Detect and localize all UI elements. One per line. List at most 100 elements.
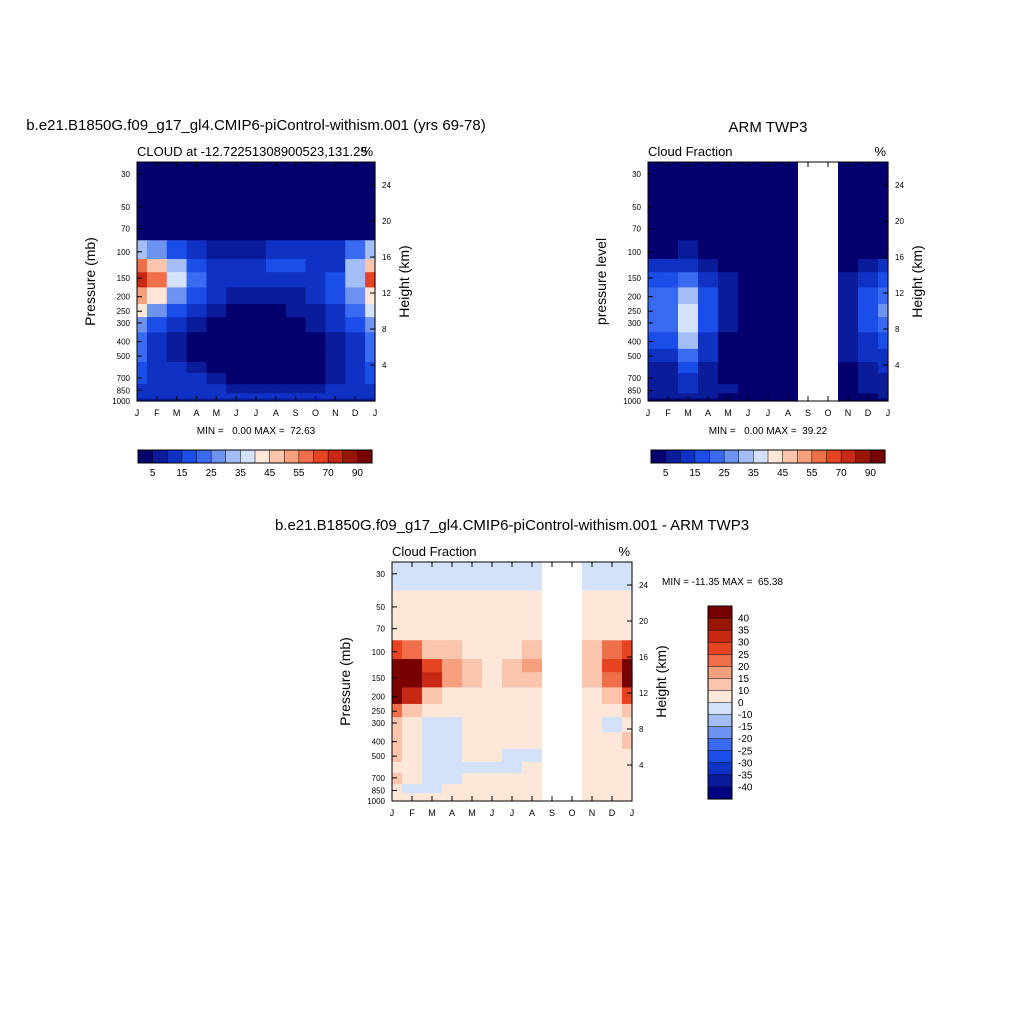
- heatmap-cell: [858, 372, 879, 385]
- heatmap-cell: [502, 590, 523, 619]
- heatmap-cell: [226, 348, 247, 363]
- heatmap-cell: [878, 348, 889, 363]
- y-tick-label: 500: [372, 752, 386, 761]
- y-tick-label: 400: [372, 738, 386, 747]
- heatmap-cell: [402, 748, 423, 763]
- heatmap-cell: [522, 784, 543, 794]
- heatmap-cell: [166, 372, 188, 385]
- x-tick-label: J: [373, 408, 378, 418]
- heatmap-cell: [858, 217, 879, 241]
- heatmap-cell: [878, 384, 889, 394]
- heatmap-cell: [838, 317, 859, 333]
- heatmap-cell: [838, 167, 859, 191]
- colorbar-swatch: [826, 449, 842, 464]
- heatmap-cell: [582, 640, 603, 660]
- heatmap-cell: [698, 372, 719, 385]
- heatmap-cell: [648, 362, 659, 374]
- heatmap-cell: [345, 372, 366, 385]
- colorbar-label: 30: [738, 638, 750, 649]
- heatmap-cell: [442, 640, 463, 660]
- heatmap-cell: [246, 240, 267, 260]
- heatmap-cell: [482, 567, 503, 591]
- heatmap-cell: [365, 332, 376, 350]
- heatmap-cell: [462, 762, 483, 774]
- heatmap-cell: [365, 272, 376, 289]
- colorbar-label: 25: [738, 650, 750, 661]
- heatmap-cell: [838, 348, 859, 363]
- heatmap-cell: [206, 362, 227, 374]
- heatmap-cell: [698, 303, 719, 318]
- heatmap-cell: [206, 167, 227, 191]
- y-tick-label: 700: [628, 374, 642, 383]
- heatmap-cell: [718, 190, 739, 219]
- y-tick-label: 100: [117, 248, 131, 257]
- heatmap-cell: [246, 303, 267, 318]
- heatmap-cell: [878, 287, 889, 305]
- colorbar-swatch: [240, 449, 256, 464]
- y-tick-label: 50: [121, 203, 130, 212]
- heatmap-cell: [622, 798, 633, 802]
- heatmap-cell: [442, 772, 463, 785]
- heatmap-cell: [482, 717, 503, 733]
- heatmap-cell: [305, 372, 327, 385]
- x-tick-label: A: [273, 408, 279, 418]
- y-axis-label: Pressure (mb): [82, 237, 98, 326]
- heatmap-cell: [442, 703, 463, 718]
- colorbar-swatch: [811, 449, 828, 464]
- heatmap-cell: [442, 567, 463, 591]
- heatmap-cell: [285, 259, 307, 273]
- y-tick-label: 700: [372, 774, 386, 783]
- heatmap-cell: [325, 167, 346, 191]
- heatmap-cell: [648, 348, 659, 363]
- heatmap-cell: [718, 217, 739, 241]
- heatmap-cell: [658, 384, 679, 394]
- colorbar-label: 40: [738, 614, 750, 625]
- heatmap-cell: [365, 190, 376, 219]
- x-tick-label: M: [468, 808, 476, 818]
- height-tick-label: 20: [639, 617, 648, 626]
- colorbar-label: -30: [738, 758, 753, 769]
- colorbar-swatch: [269, 449, 285, 464]
- height-tick-label: 4: [639, 761, 644, 770]
- x-tick-label: S: [293, 408, 299, 418]
- heatmap-cell: [166, 217, 188, 241]
- heatmap-cell: [285, 240, 307, 260]
- height-tick-label: 12: [639, 689, 648, 698]
- heatmap-cell: [858, 272, 879, 289]
- heatmap-cell: [392, 762, 403, 774]
- heatmap-cell: [622, 672, 633, 689]
- heatmap-cell: [678, 259, 699, 273]
- heatmap-cell: [186, 287, 208, 305]
- y-tick-label: 300: [372, 719, 386, 728]
- heatmap-cell: [522, 748, 543, 763]
- heatmap-cell: [698, 272, 719, 289]
- heatmap-cell: [658, 317, 679, 333]
- height-tick-label: 4: [382, 361, 387, 370]
- heatmap-cell: [422, 672, 443, 689]
- heatmap-cell: [778, 384, 799, 394]
- heatmap-cell: [402, 703, 423, 718]
- heatmap-cell: [365, 348, 376, 363]
- heatmap-cell: [392, 717, 403, 733]
- heatmap-cell: [305, 167, 327, 191]
- height-axis-label: Height (km): [909, 245, 925, 317]
- plot-panel: J F M A M J J A S O N D J305070100150200250300400500…: [275, 517, 783, 818]
- heatmap-cell: [392, 793, 403, 800]
- heatmap-cell: [246, 362, 267, 374]
- heatmap-cell: [146, 303, 168, 318]
- heatmap-cell: [778, 272, 799, 289]
- colorbar-swatch: [707, 738, 733, 752]
- heatmap-cell: [622, 687, 633, 705]
- heatmap-cell: [402, 732, 423, 750]
- heatmap-cell: [718, 317, 739, 333]
- heatmap-cell: [345, 272, 366, 289]
- heatmap-cell: [392, 703, 403, 718]
- heatmap-cell: [345, 303, 366, 318]
- heatmap-cell: [226, 317, 247, 333]
- heatmap-cell: [502, 717, 523, 733]
- height-tick-label: 24: [639, 581, 648, 590]
- heatmap-cell: [325, 190, 346, 219]
- heatmap-cell: [738, 384, 759, 394]
- heatmap-cell: [482, 732, 503, 750]
- heatmap-cell: [718, 332, 739, 350]
